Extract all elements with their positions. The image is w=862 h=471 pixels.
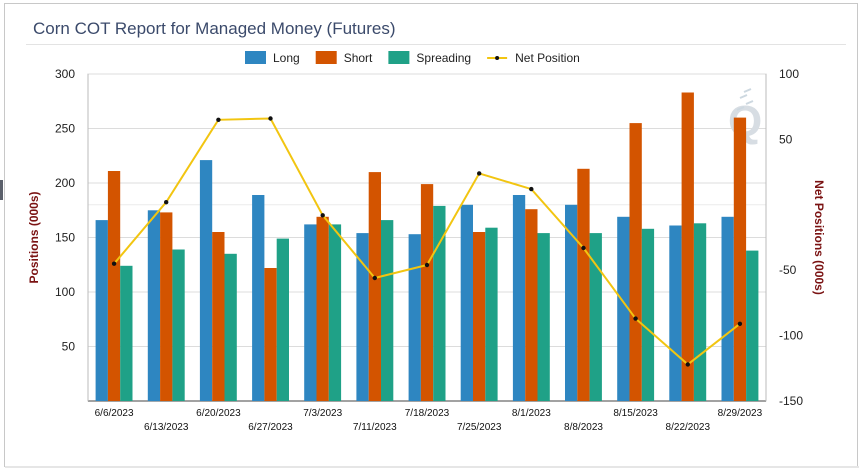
net-position-point xyxy=(164,200,169,205)
legend-swatch-spreading xyxy=(388,51,410,64)
bar-spreading xyxy=(693,223,707,401)
bar-spreading xyxy=(537,233,550,401)
legend-label: Spreading xyxy=(416,51,471,65)
x-tick-label: 8/15/2023 xyxy=(613,408,658,419)
bar-spreading xyxy=(485,227,498,401)
bar-long xyxy=(512,195,526,401)
bar-short xyxy=(525,209,538,401)
x-tick-label: 7/25/2023 xyxy=(457,422,502,433)
bar-long xyxy=(356,233,369,401)
bar-spreading xyxy=(328,224,342,401)
bar-short xyxy=(733,117,747,401)
legend: Long Short Spreading Net Position xyxy=(245,51,580,65)
bar-long xyxy=(460,204,473,401)
panel-shadow xyxy=(5,466,859,468)
watermark-stroke xyxy=(739,94,748,99)
bar-spreading xyxy=(641,228,655,401)
bar-long xyxy=(408,234,421,401)
y-tick-label: 50 xyxy=(62,340,76,354)
y-axis-title: Positions (000s) xyxy=(27,191,41,283)
net-position-point xyxy=(737,321,743,326)
x-tick-label: 8/22/2023 xyxy=(666,422,711,433)
bar-short xyxy=(420,184,434,401)
y2-tick-label: -150 xyxy=(779,394,803,408)
x-tick-label: 6/13/2023 xyxy=(144,422,189,433)
y2-tick-label: -100 xyxy=(779,329,803,343)
legend-label: Short xyxy=(344,51,373,65)
bar-long xyxy=(669,225,682,401)
bar-short xyxy=(212,232,225,401)
bar-spreading xyxy=(746,250,759,401)
bar-short xyxy=(577,168,590,401)
y2-tick-label: -50 xyxy=(779,263,797,277)
window-edge-marker xyxy=(0,180,3,200)
legend-marker xyxy=(495,56,500,60)
legend-label: Net Position xyxy=(515,51,580,65)
net-position-point xyxy=(477,171,482,176)
bar-long xyxy=(565,204,578,401)
bar-long xyxy=(199,160,213,401)
x-tick-label: 7/11/2023 xyxy=(353,422,397,433)
y-tick-label: 300 xyxy=(55,67,75,81)
watermark-stroke xyxy=(745,100,754,105)
bar-short xyxy=(473,232,486,401)
bar-long xyxy=(147,210,161,402)
y2-axis-title: Net Positions (000s) xyxy=(812,180,826,295)
bar-spreading xyxy=(381,220,394,401)
y-tick-label: 250 xyxy=(55,122,75,136)
legend-swatch-short xyxy=(315,51,337,64)
y-tick-label: 200 xyxy=(55,176,75,190)
bar-spreading xyxy=(589,233,602,401)
net-position-point xyxy=(529,186,534,192)
y-tick-label: 100 xyxy=(55,285,75,299)
bar-short xyxy=(368,172,381,401)
x-tick-label: 7/18/2023 xyxy=(405,408,450,419)
chart-title: Corn COT Report for Managed Money (Futur… xyxy=(33,19,396,38)
net-position-point xyxy=(268,116,273,121)
title-divider xyxy=(26,44,846,45)
net-position-point xyxy=(216,117,221,123)
bar-short xyxy=(629,123,642,401)
bar-spreading xyxy=(276,238,289,401)
x-tick-label: 7/3/2023 xyxy=(303,408,342,419)
x-tick-label: 8/1/2023 xyxy=(512,408,551,419)
y2-tick-label: 100 xyxy=(779,67,799,81)
watermark-stroke xyxy=(743,88,752,93)
bar-long xyxy=(721,216,734,401)
legend-swatch-long xyxy=(245,51,266,64)
bar-short xyxy=(160,212,173,401)
bar-spreading xyxy=(433,205,446,401)
legend-label: Long xyxy=(273,51,300,65)
x-tick-label: 8/8/2023 xyxy=(564,422,603,433)
net-position-point xyxy=(424,262,430,268)
y2-tick-label: 50 xyxy=(779,132,793,146)
bar-short xyxy=(264,268,277,401)
x-tick-label: 6/6/2023 xyxy=(95,408,134,419)
bar-long xyxy=(95,220,108,401)
y-tick-label: 150 xyxy=(55,231,75,245)
bar-long xyxy=(252,195,265,401)
net-position-point xyxy=(581,245,586,251)
bar-short xyxy=(107,171,121,401)
net-position-point xyxy=(320,213,325,218)
net-position-point xyxy=(372,275,377,281)
bar-long xyxy=(304,224,317,401)
bar-spreading xyxy=(172,249,185,401)
bar-spreading xyxy=(120,265,133,401)
net-position-point xyxy=(633,316,638,321)
net-position-point xyxy=(111,261,117,266)
x-tick-label: 6/27/2023 xyxy=(248,422,293,433)
bar-short xyxy=(316,216,329,401)
bar-short xyxy=(681,92,694,401)
bar-spreading xyxy=(224,253,237,401)
watermark-stroke xyxy=(736,106,745,111)
x-tick-label: 8/29/2023 xyxy=(718,408,763,419)
net-position-point xyxy=(685,362,690,367)
bar-long xyxy=(617,216,630,401)
x-tick-label: 6/20/2023 xyxy=(196,408,241,419)
